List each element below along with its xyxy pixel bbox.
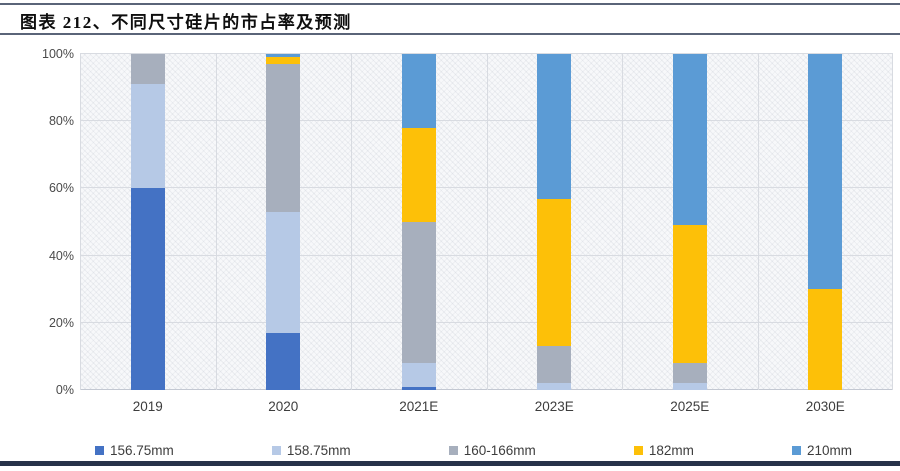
bar-segment-156.75mm xyxy=(266,332,301,390)
bar-segment-158.75mm xyxy=(401,363,436,387)
stacked-bar-2025E xyxy=(672,54,707,390)
x-axis-category-label: 2021E xyxy=(399,399,439,414)
bar-segment-156.75mm xyxy=(130,188,165,390)
gridline-vertical xyxy=(351,54,352,390)
legend-swatch-icon xyxy=(791,445,801,455)
y-axis-tick-label: 0% xyxy=(55,383,74,397)
stacked-bar-2019 xyxy=(130,54,165,390)
gridline-vertical xyxy=(757,54,759,390)
x-axis-category-label: 2019 xyxy=(132,399,163,414)
y-axis-tick-label: 20% xyxy=(48,315,74,330)
y-axis-tick-label: 100% xyxy=(42,47,74,61)
legend-label: 158.75mm xyxy=(286,442,351,458)
legend-item-158.75mm: 158.75mm xyxy=(271,442,351,458)
gridline-vertical xyxy=(622,54,623,390)
legend-swatch-icon xyxy=(633,445,643,455)
legend-swatch-icon xyxy=(271,445,281,455)
legend-swatch-icon xyxy=(95,445,104,455)
bar-segment-160-166mm xyxy=(537,346,572,384)
bottom-divider xyxy=(0,461,900,466)
bar-segment-182mm xyxy=(401,127,436,223)
bar-segment-158.75mm xyxy=(537,383,572,390)
legend: 156.75mm 158.75mm 160-166mm 182mm 210mm xyxy=(95,441,852,459)
x-axis-category-label: 2025E xyxy=(670,399,710,414)
gridline-vertical xyxy=(892,54,893,390)
legend-swatch-icon xyxy=(448,445,458,455)
gridline-vertical xyxy=(80,54,81,390)
chart-title: 图表 212、不同尺寸硅片的市占率及预测 xyxy=(20,13,352,32)
legend-label: 210mm xyxy=(806,442,852,458)
bar-segment-182mm xyxy=(808,289,843,390)
bar-segment-160-166mm xyxy=(266,64,301,212)
stacked-bar-2021E xyxy=(401,54,436,390)
gridline-vertical xyxy=(215,54,217,390)
bar-segment-210mm xyxy=(401,54,436,128)
bar-segment-158.75mm xyxy=(266,211,301,333)
title-divider xyxy=(0,33,900,35)
gridline-vertical xyxy=(486,54,488,390)
y-axis-tick-label: 60% xyxy=(48,181,74,196)
stacked-bar-2023E xyxy=(537,54,572,390)
stacked-bar-2030E xyxy=(808,54,843,390)
x-axis-category-label: 2023E xyxy=(534,399,574,414)
bar-segment-160-166mm xyxy=(401,222,436,364)
bar-segment-160-166mm xyxy=(130,54,165,85)
y-axis-tick-label: 40% xyxy=(48,248,74,263)
bar-segment-210mm xyxy=(537,54,572,199)
bar-segment-182mm xyxy=(537,198,572,347)
bar-segment-210mm xyxy=(266,54,301,58)
category-band-2023E xyxy=(487,54,623,390)
legend-label: 156.75mm xyxy=(110,442,174,458)
category-band-2030E xyxy=(758,54,894,390)
category-band-2020 xyxy=(216,54,352,390)
bar-segment-210mm xyxy=(808,54,843,290)
bar-segment-158.75mm xyxy=(672,383,707,390)
top-divider xyxy=(0,3,900,5)
bar-segment-182mm xyxy=(266,57,301,65)
y-axis-tick-label: 80% xyxy=(48,114,74,129)
bar-segment-158.75mm xyxy=(130,84,165,189)
legend-label: 182mm xyxy=(648,442,694,458)
legend-item-210mm: 210mm xyxy=(791,442,852,458)
stacked-bar-2020 xyxy=(266,54,301,390)
bar-segment-182mm xyxy=(672,225,707,364)
category-band-2025E xyxy=(622,54,758,390)
bar-segment-156.75mm xyxy=(401,386,436,390)
legend-item-160-166mm: 160-166mm xyxy=(448,442,536,458)
category-band-2021E xyxy=(351,54,487,390)
plot-area xyxy=(80,53,894,390)
legend-item-156.75mm: 156.75mm xyxy=(95,443,174,458)
bar-segment-160-166mm xyxy=(672,363,707,384)
category-band-2019 xyxy=(80,54,216,390)
x-axis-category-label: 2020 xyxy=(268,399,299,414)
gridline-horizontal xyxy=(80,53,893,54)
legend-label: 160-166mm xyxy=(463,442,536,458)
bar-segment-210mm xyxy=(672,54,707,226)
legend-item-182mm: 182mm xyxy=(633,442,694,458)
x-axis-category-label: 2030E xyxy=(805,399,845,414)
